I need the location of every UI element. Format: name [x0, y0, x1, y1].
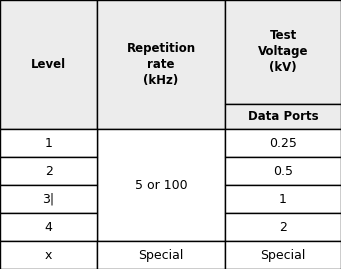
Bar — [0, 213, 97, 241]
Text: 5 or 100: 5 or 100 — [135, 179, 188, 192]
Text: Special: Special — [138, 249, 184, 261]
Text: x: x — [45, 249, 52, 261]
Text: 3|: 3| — [43, 193, 55, 206]
Bar — [225, 104, 341, 129]
Bar — [225, 0, 341, 104]
Text: Level: Level — [31, 58, 66, 71]
Bar — [0, 129, 97, 157]
Bar — [225, 129, 341, 157]
Bar — [225, 241, 341, 269]
Bar — [225, 157, 341, 185]
Bar — [97, 129, 225, 241]
Text: 0.5: 0.5 — [273, 165, 293, 178]
Text: 1: 1 — [279, 193, 287, 206]
Text: Repetition
rate
(kHz): Repetition rate (kHz) — [127, 42, 196, 87]
Text: 0.25: 0.25 — [269, 137, 297, 150]
Bar — [0, 157, 97, 185]
Bar — [225, 185, 341, 213]
Bar — [225, 213, 341, 241]
Bar — [0, 0, 97, 129]
Text: 2: 2 — [45, 165, 53, 178]
Text: Special: Special — [260, 249, 306, 261]
Text: 2: 2 — [279, 221, 287, 233]
Text: 4: 4 — [45, 221, 53, 233]
Bar — [0, 241, 97, 269]
Bar — [0, 185, 97, 213]
Bar — [97, 0, 225, 129]
Bar — [97, 241, 225, 269]
Text: Test
Voltage
(kV): Test Voltage (kV) — [258, 29, 308, 74]
Text: 1: 1 — [45, 137, 53, 150]
Text: Data Ports: Data Ports — [248, 110, 318, 123]
